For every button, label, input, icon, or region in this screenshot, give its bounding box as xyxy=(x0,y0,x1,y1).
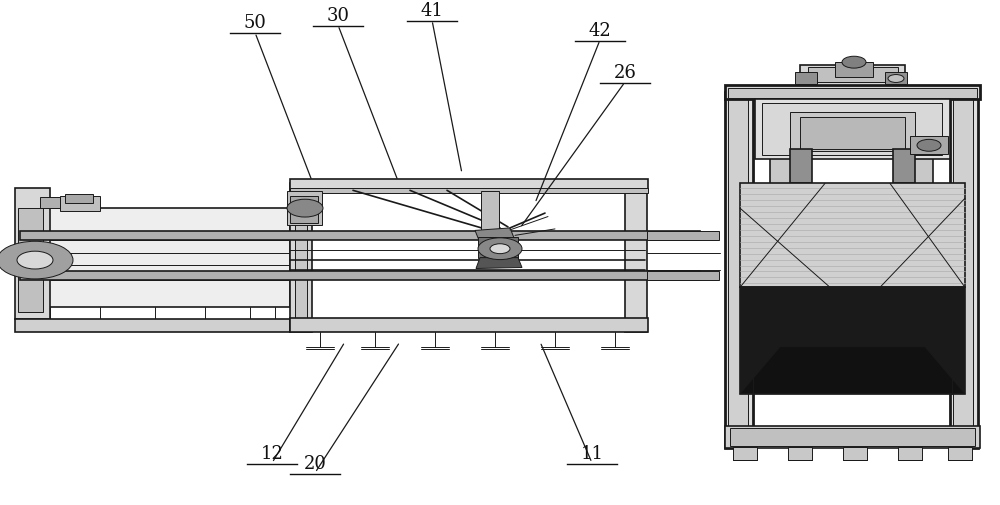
Bar xyxy=(728,88,977,98)
Text: 50: 50 xyxy=(244,15,266,32)
Bar xyxy=(60,196,100,211)
Text: 20: 20 xyxy=(304,455,326,473)
Bar xyxy=(290,196,318,223)
Bar xyxy=(20,231,700,240)
Bar xyxy=(20,231,290,240)
Circle shape xyxy=(917,139,941,151)
Bar xyxy=(20,208,290,307)
Bar xyxy=(733,446,757,461)
Bar xyxy=(20,271,290,280)
Bar xyxy=(843,446,867,461)
Bar xyxy=(953,99,973,445)
Bar xyxy=(728,99,748,445)
Polygon shape xyxy=(475,228,515,243)
Bar xyxy=(40,197,60,208)
Bar xyxy=(725,426,980,448)
Bar xyxy=(647,271,719,280)
Bar xyxy=(725,85,980,99)
Text: 12: 12 xyxy=(261,445,283,463)
Bar xyxy=(647,231,719,240)
Bar xyxy=(800,117,905,149)
Bar xyxy=(885,72,907,84)
Bar xyxy=(755,99,950,159)
Circle shape xyxy=(17,251,53,269)
Circle shape xyxy=(478,238,522,260)
Bar xyxy=(893,149,915,183)
Circle shape xyxy=(287,199,323,217)
Bar xyxy=(625,183,647,332)
Bar xyxy=(795,72,817,84)
Bar xyxy=(800,65,905,85)
Circle shape xyxy=(0,241,73,279)
Bar xyxy=(20,271,700,280)
Bar xyxy=(15,320,290,332)
Bar xyxy=(908,99,933,198)
Bar xyxy=(808,67,898,82)
Bar xyxy=(290,183,312,332)
Text: 26: 26 xyxy=(614,64,636,82)
Bar xyxy=(898,446,922,461)
Bar xyxy=(290,318,648,332)
Bar xyxy=(910,136,948,154)
Bar xyxy=(18,208,43,312)
Bar xyxy=(287,191,322,225)
Bar xyxy=(15,188,50,320)
Circle shape xyxy=(842,56,866,68)
Bar xyxy=(790,112,915,151)
Polygon shape xyxy=(740,346,965,394)
Bar xyxy=(762,103,942,155)
Bar xyxy=(790,149,812,183)
Bar xyxy=(835,62,873,77)
Bar xyxy=(295,193,307,327)
Bar xyxy=(65,194,93,203)
Circle shape xyxy=(490,244,510,254)
Text: 42: 42 xyxy=(589,22,611,40)
Bar xyxy=(770,99,795,198)
Bar xyxy=(730,428,975,445)
Bar xyxy=(478,237,518,258)
Polygon shape xyxy=(476,258,522,269)
Circle shape xyxy=(888,75,904,82)
Text: 41: 41 xyxy=(421,2,443,20)
Text: 11: 11 xyxy=(580,445,604,463)
Bar xyxy=(740,183,965,287)
Bar xyxy=(788,446,812,461)
Bar xyxy=(725,92,753,448)
Text: 30: 30 xyxy=(326,7,350,25)
Bar xyxy=(950,92,978,448)
Bar xyxy=(290,188,648,193)
Bar xyxy=(290,179,648,190)
Bar xyxy=(481,191,499,240)
Bar xyxy=(740,287,965,394)
Bar xyxy=(948,446,972,461)
